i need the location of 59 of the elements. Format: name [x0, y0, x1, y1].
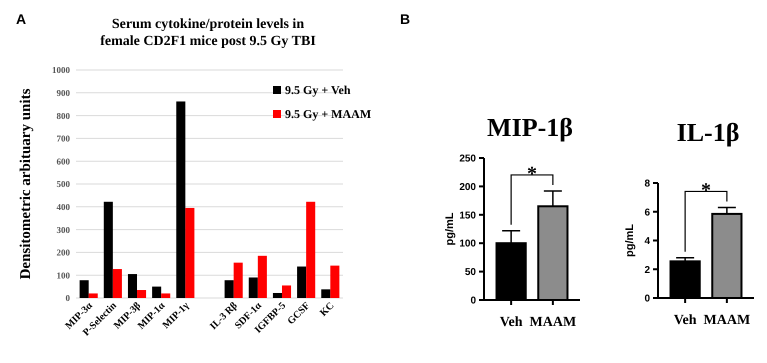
y-tick-label: 8	[644, 178, 650, 190]
annotation: *	[701, 179, 711, 202]
y-tick-label: 600	[56, 156, 70, 166]
bar	[185, 208, 194, 298]
annotation: *	[527, 162, 537, 185]
y-tick-label: 50	[464, 267, 476, 278]
y-tick-label: 900	[56, 88, 70, 98]
bar	[104, 202, 113, 298]
x-tick-label: Veh	[674, 313, 697, 328]
bar	[80, 280, 89, 298]
bar	[258, 256, 267, 298]
bar	[224, 280, 234, 298]
y-tick-label: 0	[644, 294, 650, 304]
bar	[137, 290, 146, 298]
bar	[152, 286, 162, 298]
y-tick-label: 100	[459, 238, 476, 250]
y-tick-label: 500	[56, 179, 70, 190]
y-tick-label: 2	[644, 264, 650, 276]
y-tick-label: 0	[66, 293, 70, 304]
bar	[112, 269, 122, 298]
bar	[282, 285, 292, 298]
bar	[248, 277, 258, 298]
chart-title: IL-1β	[676, 118, 740, 147]
y-tick-label: 250	[459, 154, 476, 164]
y-tick-label: 300	[56, 224, 70, 235]
y-axis-title: pg/mL	[624, 224, 636, 257]
legend-label: 9.5 Gy + Veh	[285, 83, 351, 97]
chart-title: MIP-1β	[487, 113, 573, 142]
text: A	[16, 11, 26, 27]
x-tick-label: Veh	[500, 315, 523, 330]
y-tick-label: 1000	[52, 65, 70, 76]
bar	[306, 202, 316, 298]
y-tick-label: 700	[56, 134, 70, 144]
bar	[161, 293, 170, 298]
bar	[321, 289, 330, 298]
y-tick-label: 800	[56, 110, 70, 121]
y-tick-label: 200	[459, 182, 476, 193]
y-tick-label: 6	[644, 207, 650, 218]
bar	[272, 292, 282, 298]
bar	[88, 293, 98, 298]
bar	[234, 262, 243, 298]
x-tick-label: MAAM	[704, 313, 750, 328]
x-tick-label: KC	[318, 300, 336, 319]
text: B	[400, 11, 410, 27]
y-tick-label: 0	[470, 296, 476, 306]
chart-title: Serum cytokine/protein levels in female CD2F1 mice post 9.5 Gy TBI	[100, 17, 316, 49]
x-tick-label: MAAM	[530, 315, 576, 330]
y-tick-label: 100	[56, 270, 70, 280]
y-axis-title: Densitometric arbituary units	[18, 88, 34, 280]
y-tick-label: 400	[56, 202, 70, 212]
y-tick-label: 4	[644, 236, 650, 247]
legend-label: 9.5 Gy + MAAM	[285, 107, 372, 121]
bar	[128, 274, 138, 298]
bar	[176, 101, 186, 298]
y-tick-label: 200	[56, 248, 70, 258]
bar	[330, 266, 340, 298]
y-tick-label: 150	[459, 210, 476, 222]
bar	[297, 266, 306, 298]
y-axis-title: pg/mL	[444, 212, 456, 246]
